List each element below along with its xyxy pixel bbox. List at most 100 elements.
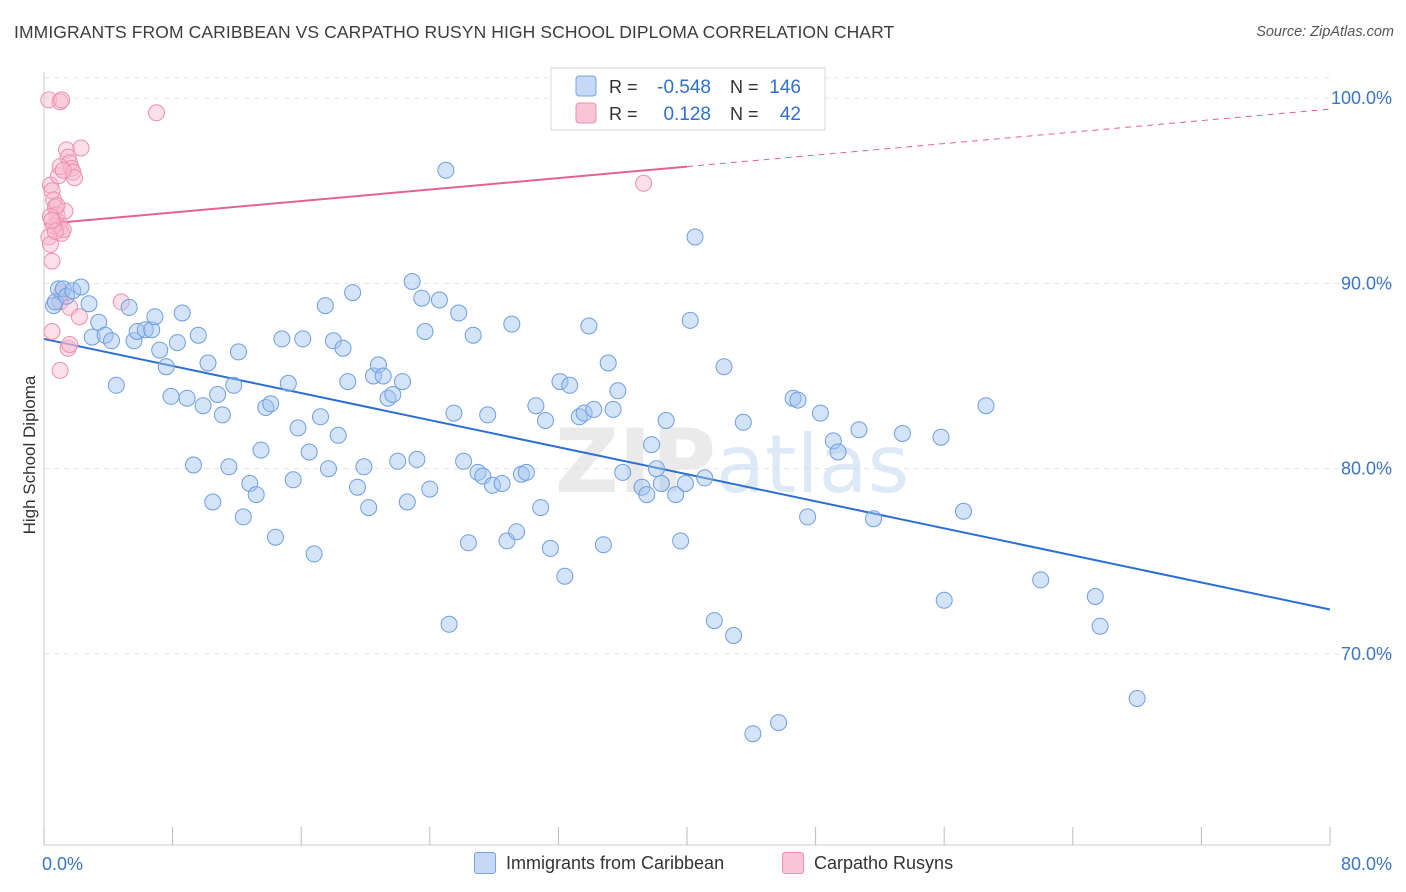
y-tick-label: 80.0%	[1341, 459, 1392, 479]
legend-label-caribbean: Immigrants from Caribbean	[506, 852, 725, 873]
point-caribbean	[107, 376, 125, 394]
point-caribbean	[955, 502, 972, 520]
point-caribbean	[157, 358, 175, 376]
point-caribbean	[652, 475, 670, 492]
source-label: Source: ZipAtlas.com	[1256, 24, 1394, 40]
point-caribbean	[643, 436, 661, 454]
point-caribbean	[459, 534, 477, 552]
point-caribbean	[1091, 617, 1109, 635]
point-caribbean	[585, 400, 603, 418]
point-caribbean	[421, 480, 439, 498]
point-caribbean	[403, 273, 421, 290]
point-caribbean	[389, 452, 407, 470]
point-caribbean	[136, 321, 154, 339]
trend-line-rusyn-extension	[686, 108, 1331, 168]
point-caribbean	[614, 463, 632, 481]
y-tick-label: 90.0%	[1341, 273, 1392, 293]
point-caribbean	[374, 367, 392, 385]
legend-n-label: N =	[730, 77, 759, 97]
point-caribbean	[935, 591, 953, 609]
point-caribbean	[334, 339, 352, 357]
point-caribbean	[527, 397, 545, 415]
point-caribbean	[437, 161, 455, 179]
point-rusyn	[61, 336, 79, 353]
x-tick-labels: 0.0% 80.0%	[42, 854, 1392, 874]
point-caribbean	[151, 341, 169, 359]
point-caribbean	[430, 291, 448, 309]
trend-line-caribbean	[43, 337, 1331, 611]
point-caribbean	[339, 373, 357, 391]
series-legend: Immigrants from Caribbean Carpatho Rusyn…	[0, 852, 1406, 878]
point-caribbean	[932, 428, 950, 446]
trend-line-rusyn	[43, 165, 688, 226]
point-caribbean	[398, 493, 416, 511]
point-caribbean	[103, 332, 120, 350]
legend-n-value-rusyn: 42	[780, 104, 801, 125]
legend-r-label: R =	[609, 104, 638, 124]
point-caribbean	[384, 386, 402, 403]
point-caribbean	[185, 456, 202, 474]
point-caribbean	[575, 404, 593, 422]
point-caribbean	[267, 528, 284, 546]
point-rusyn	[43, 252, 61, 270]
point-caribbean	[294, 330, 312, 348]
point-caribbean	[850, 421, 868, 439]
point-caribbean	[464, 326, 482, 344]
point-caribbean	[300, 443, 318, 461]
point-rusyn	[148, 104, 165, 122]
point-caribbean	[705, 612, 723, 630]
x-tick-label: 80.0%	[1341, 854, 1392, 874]
point-caribbean	[811, 404, 829, 422]
point-caribbean	[194, 397, 212, 415]
point-caribbean	[173, 304, 191, 322]
point-caribbean	[360, 499, 378, 517]
point-caribbean	[80, 295, 98, 313]
point-caribbean	[551, 373, 569, 391]
point-caribbean	[532, 499, 550, 517]
point-caribbean	[416, 323, 434, 340]
point-caribbean	[365, 367, 382, 385]
point-caribbean	[247, 486, 265, 504]
point-rusyn	[43, 323, 61, 340]
point-caribbean	[146, 308, 164, 326]
point-caribbean	[503, 315, 521, 333]
point-caribbean	[199, 354, 217, 372]
point-caribbean	[162, 387, 180, 405]
watermark-zip: ZIP	[555, 410, 716, 513]
point-caribbean	[329, 426, 347, 444]
point-caribbean	[445, 404, 463, 422]
point-caribbean	[344, 284, 362, 302]
point-caribbean	[394, 373, 411, 391]
point-caribbean	[638, 486, 656, 504]
point-caribbean	[865, 510, 882, 528]
point-caribbean	[1032, 571, 1050, 589]
axes	[43, 72, 1331, 846]
point-caribbean	[440, 615, 458, 633]
point-caribbean	[977, 397, 995, 415]
legend-swatch-caribbean	[575, 75, 597, 97]
point-rusyn	[54, 161, 72, 179]
point-caribbean	[168, 334, 186, 352]
point-caribbean	[696, 469, 714, 487]
legend-swatch-caribbean	[474, 852, 496, 874]
legend-r-value-caribbean: -0.548	[657, 77, 711, 98]
point-caribbean	[715, 358, 733, 376]
point-rusyn	[72, 139, 90, 157]
legend-r-value-rusyn: 0.128	[663, 104, 711, 125]
point-caribbean	[46, 293, 64, 311]
point-caribbean	[450, 304, 468, 322]
point-caribbean	[120, 298, 138, 316]
point-caribbean	[220, 458, 238, 476]
point-caribbean	[744, 725, 762, 743]
point-caribbean	[413, 289, 431, 307]
point-caribbean	[517, 463, 535, 481]
point-caribbean	[829, 443, 847, 461]
point-caribbean	[672, 532, 690, 550]
point-caribbean	[725, 627, 743, 644]
point-caribbean	[556, 567, 574, 585]
legend-n-value-caribbean: 146	[769, 77, 801, 98]
point-caribbean	[561, 376, 579, 394]
data-points	[40, 91, 1146, 743]
point-rusyn	[43, 211, 61, 229]
